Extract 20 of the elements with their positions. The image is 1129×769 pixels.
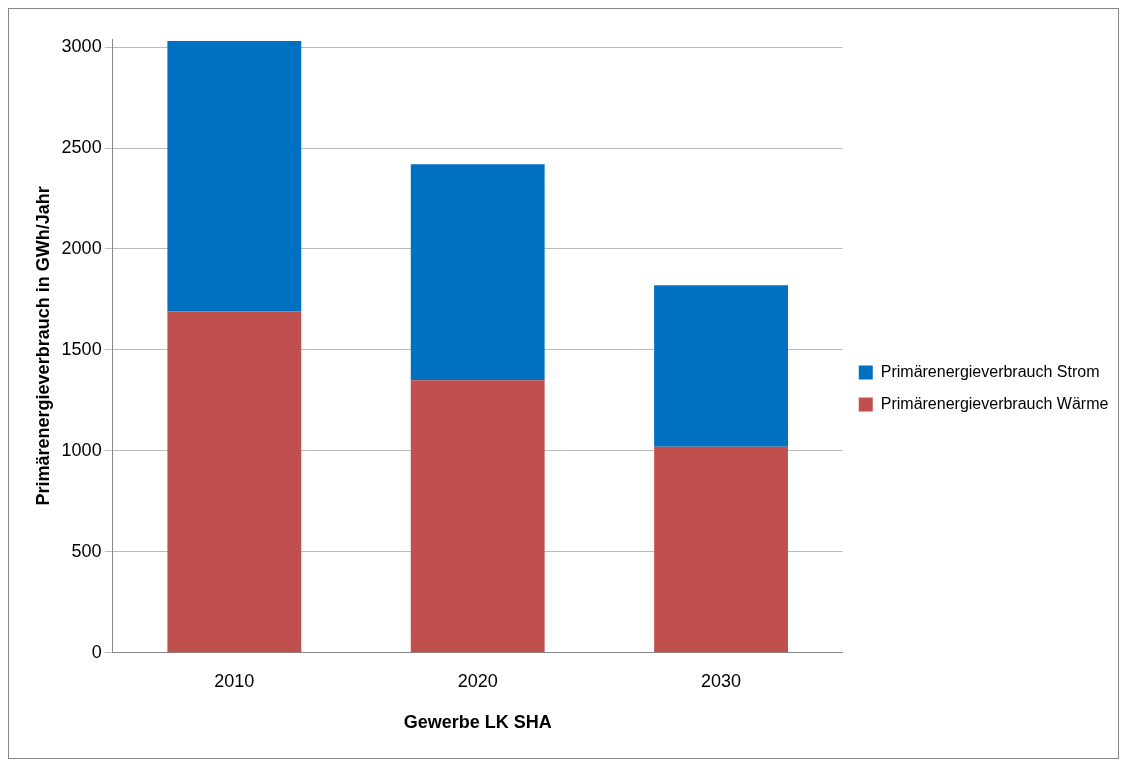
y-tick-label: 0 — [91, 641, 102, 662]
bar — [654, 285, 788, 447]
x-tick-label: 2010 — [214, 670, 255, 691]
bar — [167, 311, 302, 653]
y-tick-label: 2000 — [61, 237, 102, 258]
y-tick-label: 2500 — [61, 137, 102, 157]
y-axis-title: Primärenergieverbrauch in GWh/Jahr — [32, 186, 53, 506]
bar — [410, 164, 545, 381]
y-tick-label: 500 — [71, 540, 102, 561]
y-tick-label: 1500 — [61, 338, 102, 359]
y-tick-label: 1000 — [61, 439, 102, 460]
y-tick-label: 3000 — [61, 36, 102, 57]
legend-label: Primärenergieverbrauch Strom — [880, 362, 1100, 380]
bar — [410, 380, 545, 653]
x-axis-title: Gewerbe LK SHA — [403, 712, 552, 733]
legend-label: Primärenergieverbrauch Wärme — [880, 394, 1109, 412]
bar — [167, 41, 302, 312]
x-tick-label: 2020 — [457, 670, 498, 691]
bar — [654, 446, 788, 653]
x-tick-label: 2030 — [701, 670, 742, 691]
